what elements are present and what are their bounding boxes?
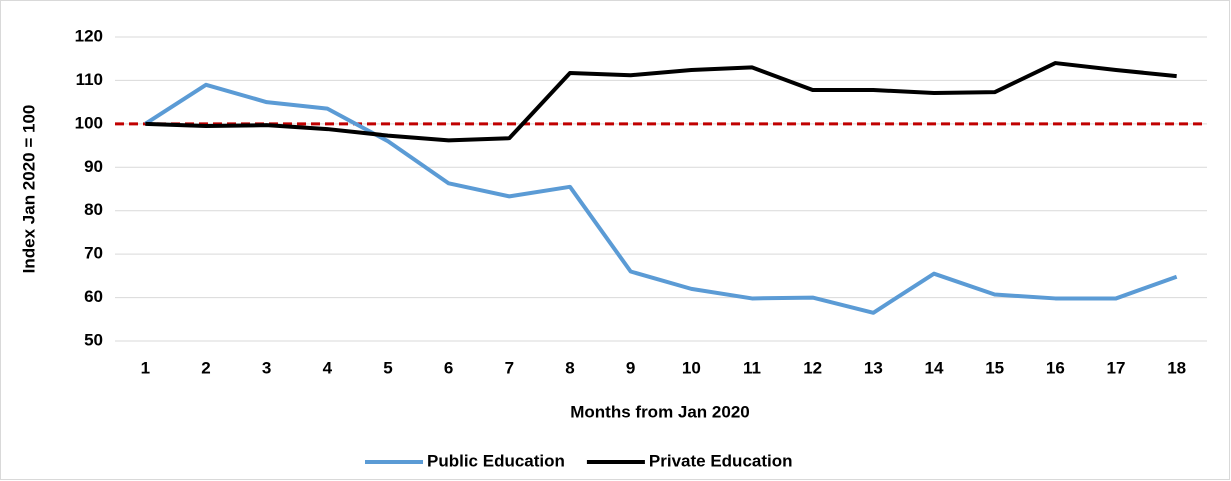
y-axis-title: Index Jan 2020 = 100	[19, 105, 38, 274]
x-tick-label: 12	[803, 358, 822, 377]
legend-label: Private Education	[649, 451, 793, 470]
x-tick-label: 8	[565, 358, 574, 377]
x-tick-label: 18	[1167, 358, 1186, 377]
y-tick-label: 80	[84, 200, 103, 219]
x-tick-label: 4	[323, 358, 333, 377]
y-tick-label: 90	[84, 157, 103, 176]
series-line	[145, 61, 1177, 143]
y-tick-label: 50	[84, 330, 103, 349]
x-tick-label: 13	[864, 358, 883, 377]
y-tick-label: 120	[75, 26, 103, 45]
legend-label: Public Education	[427, 451, 565, 470]
y-tick-label: 100	[75, 113, 103, 132]
x-tick-label: 7	[505, 358, 514, 377]
x-tick-label: 15	[985, 358, 1004, 377]
series-line	[144, 82, 1178, 315]
x-tick-label: 6	[444, 358, 453, 377]
x-tick-label: 5	[383, 358, 392, 377]
x-tick-label: 2	[201, 358, 210, 377]
x-tick-label: 11	[743, 358, 761, 377]
x-tick-label: 1	[141, 358, 150, 377]
y-tick-label: 70	[84, 244, 103, 263]
x-tick-label: 9	[626, 358, 635, 377]
y-tick-label: 110	[76, 70, 103, 89]
x-tick-label: 17	[1107, 358, 1126, 377]
x-tick-label: 3	[262, 358, 271, 377]
y-tick-label: 60	[84, 287, 103, 306]
x-tick-label: 16	[1046, 358, 1065, 377]
x-axis-title: Months from Jan 2020	[570, 402, 750, 421]
x-tick-label: 10	[682, 358, 701, 377]
x-tick-label: 14	[925, 358, 944, 377]
